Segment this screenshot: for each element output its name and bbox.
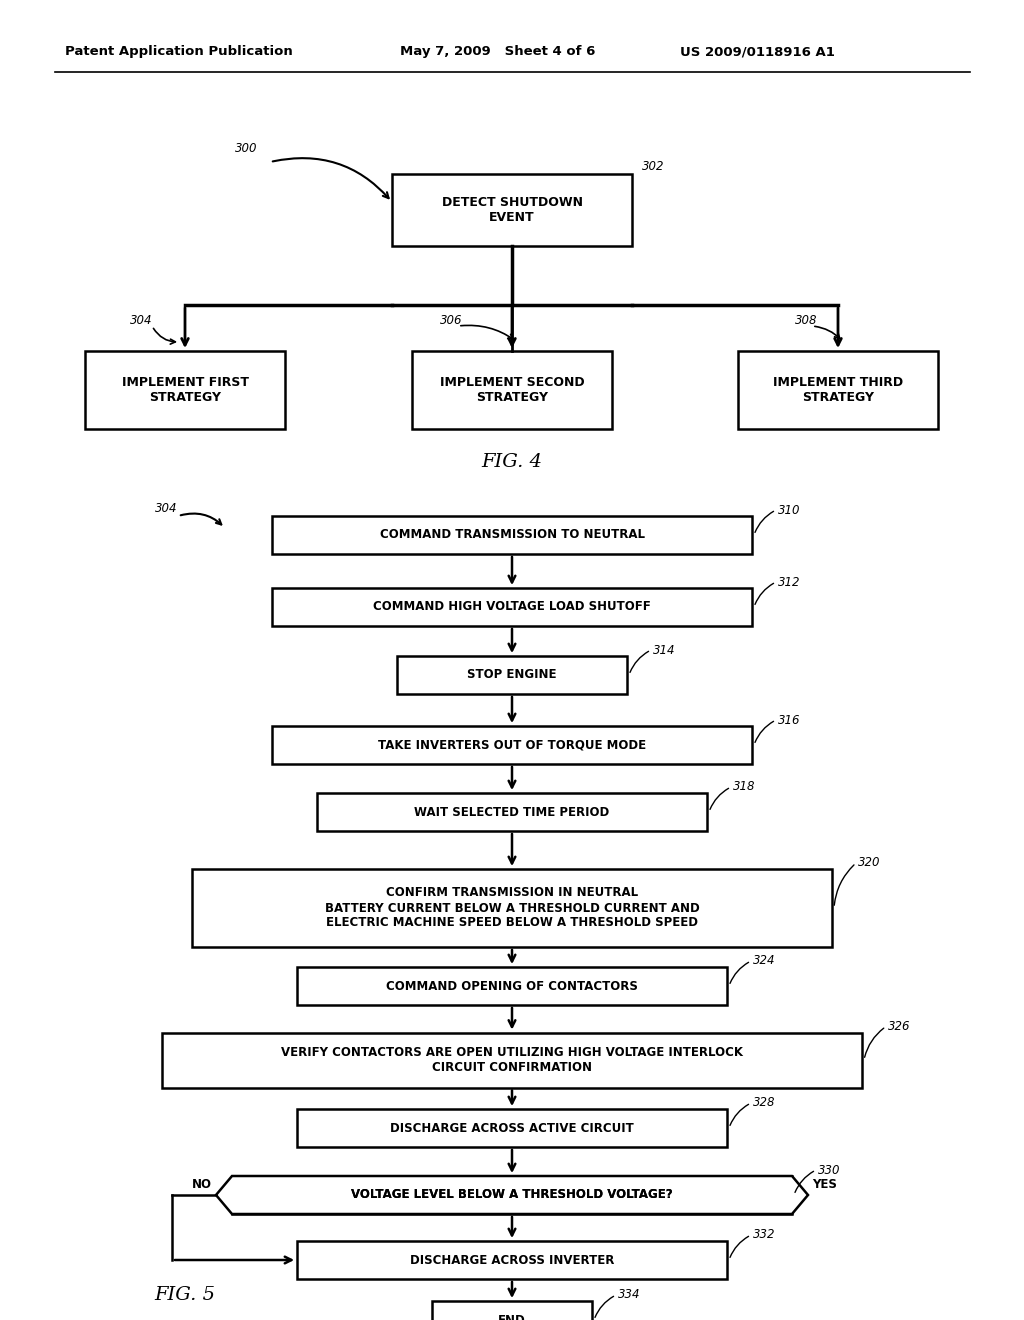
Text: CONFIRM TRANSMISSION IN NEUTRAL
BATTERY CURRENT BELOW A THRESHOLD CURRENT AND
EL: CONFIRM TRANSMISSION IN NEUTRAL BATTERY … — [325, 887, 699, 929]
Text: END: END — [498, 1313, 526, 1320]
Text: 308: 308 — [795, 314, 817, 326]
Text: 320: 320 — [858, 857, 881, 870]
Text: 302: 302 — [642, 160, 665, 173]
Bar — [85, 351, 285, 429]
Text: COMMAND HIGH VOLTAGE LOAD SHUTOFF: COMMAND HIGH VOLTAGE LOAD SHUTOFF — [373, 601, 651, 614]
Bar — [272, 587, 752, 626]
Text: 304: 304 — [155, 502, 177, 515]
Bar — [317, 793, 707, 832]
Text: 304: 304 — [130, 314, 153, 326]
Bar — [297, 1241, 727, 1279]
Text: NO: NO — [193, 1179, 212, 1192]
Text: IMPLEMENT FIRST
STRATEGY: IMPLEMENT FIRST STRATEGY — [122, 376, 249, 404]
Text: VERIFY CONTACTORS ARE OPEN UTILIZING HIGH VOLTAGE INTERLOCK
CIRCUIT CONFIRMATION: VERIFY CONTACTORS ARE OPEN UTILIZING HIG… — [281, 1045, 743, 1074]
Bar — [297, 1109, 727, 1147]
Text: IMPLEMENT THIRD
STRATEGY: IMPLEMENT THIRD STRATEGY — [773, 376, 903, 404]
Bar — [162, 1032, 862, 1088]
Text: VOLTAGE LEVEL BELOW A THRESHOLD VOLTAGE?: VOLTAGE LEVEL BELOW A THRESHOLD VOLTAGE? — [351, 1188, 673, 1201]
Polygon shape — [216, 1176, 808, 1214]
Text: May 7, 2009   Sheet 4 of 6: May 7, 2009 Sheet 4 of 6 — [400, 45, 595, 58]
Bar — [272, 726, 752, 764]
Text: US 2009/0118916 A1: US 2009/0118916 A1 — [680, 45, 835, 58]
Text: 326: 326 — [888, 1020, 910, 1034]
Text: 328: 328 — [753, 1097, 775, 1110]
Text: FIG. 4: FIG. 4 — [481, 453, 543, 471]
Bar — [392, 174, 632, 246]
Text: 314: 314 — [653, 644, 676, 656]
Text: 330: 330 — [818, 1163, 841, 1176]
Text: 324: 324 — [753, 954, 775, 968]
Text: DETECT SHUTDOWN
EVENT: DETECT SHUTDOWN EVENT — [441, 195, 583, 224]
Text: STOP ENGINE: STOP ENGINE — [467, 668, 557, 681]
Bar — [397, 656, 627, 694]
Text: VOLTAGE LEVEL BELOW A THRESHOLD VOLTAGE?: VOLTAGE LEVEL BELOW A THRESHOLD VOLTAGE? — [351, 1188, 673, 1201]
Text: 334: 334 — [618, 1288, 640, 1302]
Text: DISCHARGE ACROSS INVERTER: DISCHARGE ACROSS INVERTER — [410, 1254, 614, 1266]
Bar — [297, 968, 727, 1005]
Text: 306: 306 — [440, 314, 463, 326]
Text: 312: 312 — [778, 576, 801, 589]
Bar — [272, 516, 752, 554]
Text: TAKE INVERTERS OUT OF TORQUE MODE: TAKE INVERTERS OUT OF TORQUE MODE — [378, 738, 646, 751]
Text: FIG. 5: FIG. 5 — [155, 1286, 215, 1304]
Text: Patent Application Publication: Patent Application Publication — [65, 45, 293, 58]
Text: 332: 332 — [753, 1229, 775, 1242]
Text: 310: 310 — [778, 503, 801, 516]
Bar — [412, 351, 612, 429]
Text: COMMAND TRANSMISSION TO NEUTRAL: COMMAND TRANSMISSION TO NEUTRAL — [380, 528, 644, 541]
Text: YES: YES — [812, 1179, 837, 1192]
Text: WAIT SELECTED TIME PERIOD: WAIT SELECTED TIME PERIOD — [415, 805, 609, 818]
Bar — [738, 351, 938, 429]
Bar — [193, 869, 831, 946]
Text: 318: 318 — [733, 780, 756, 793]
Bar — [432, 1302, 592, 1320]
Text: 300: 300 — [234, 141, 257, 154]
Bar — [232, 1176, 792, 1214]
Text: IMPLEMENT SECOND
STRATEGY: IMPLEMENT SECOND STRATEGY — [439, 376, 585, 404]
Text: COMMAND OPENING OF CONTACTORS: COMMAND OPENING OF CONTACTORS — [386, 979, 638, 993]
Text: 316: 316 — [778, 714, 801, 726]
Text: DISCHARGE ACROSS ACTIVE CIRCUIT: DISCHARGE ACROSS ACTIVE CIRCUIT — [390, 1122, 634, 1134]
